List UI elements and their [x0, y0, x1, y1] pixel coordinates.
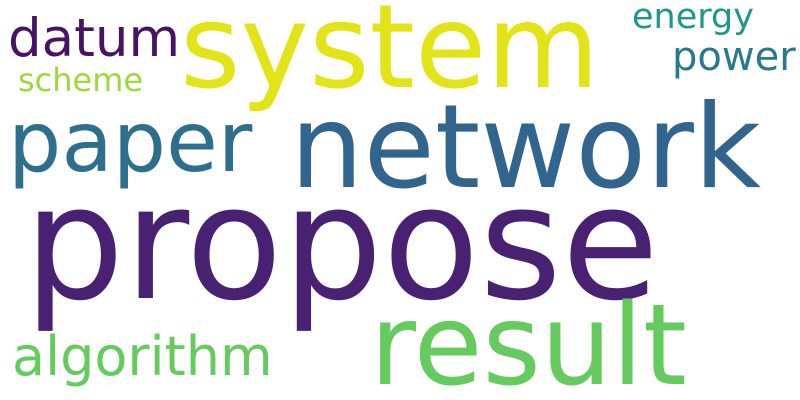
word-result: result: [370, 281, 687, 400]
word-datum: datum: [8, 8, 181, 69]
word-power: power: [672, 34, 796, 80]
word-algorithm: algorithm: [12, 325, 273, 388]
word-propose: propose: [24, 152, 659, 336]
word-system: system: [180, 0, 600, 115]
word-network: network: [290, 80, 762, 215]
word-scheme: scheme: [18, 61, 144, 99]
word-paper: paper: [8, 93, 253, 191]
word-energy: energy: [632, 0, 754, 37]
